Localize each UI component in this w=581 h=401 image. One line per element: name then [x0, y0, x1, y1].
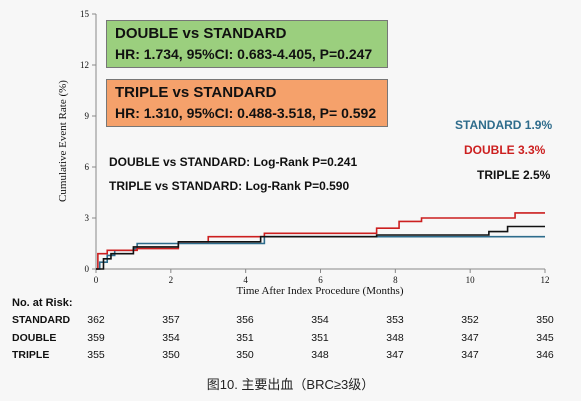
triple-vs-standard-hr-box: TRIPLE vs STANDARD HR: 1.310, 95%CI: 0.4…	[106, 79, 388, 127]
risk-value: 345	[536, 332, 554, 344]
x-tick-label: 4	[243, 275, 248, 285]
x-tick-label: 6	[318, 275, 323, 285]
triple-box-stats: HR: 1.310, 95%CI: 0.488-3.518, P= 0.592	[115, 105, 377, 121]
risk-value: 356	[236, 314, 254, 326]
risk-value: 354	[162, 332, 180, 344]
legend-standard: STANDARD 1.9%	[455, 118, 553, 132]
risk-value: 347	[461, 349, 479, 361]
risk-table-header: No. at Risk:	[12, 297, 73, 309]
risk-value: 348	[386, 332, 404, 344]
risk-value: 351	[236, 332, 254, 344]
logrank-double: DOUBLE vs STANDARD: Log-Rank P=0.241	[109, 155, 358, 169]
risk-value: 351	[311, 332, 329, 344]
x-tick-label: 8	[393, 275, 398, 285]
double-box-stats: HR: 1.734, 95%CI: 0.683-4.405, P=0.247	[115, 46, 373, 62]
legend-triple: TRIPLE 2.5%	[477, 168, 551, 182]
legend-double: DOUBLE 3.3%	[464, 143, 546, 157]
series-line-standard	[96, 235, 545, 270]
risk-value: 359	[87, 332, 105, 344]
x-tick-label: 2	[169, 275, 174, 285]
risk-value: 346	[536, 349, 554, 361]
risk-value: 362	[87, 314, 105, 326]
risk-row-standard: STANDARD 362 357 356 354 353 352 350	[0, 314, 581, 330]
series-line-triple	[96, 225, 545, 270]
risk-value: 347	[386, 349, 404, 361]
risk-value: 357	[162, 314, 180, 326]
series-line-double	[96, 212, 545, 270]
y-tick-label: 12	[80, 60, 89, 70]
double-vs-standard-hr-box: DOUBLE vs STANDARD HR: 1.734, 95%CI: 0.6…	[106, 20, 388, 68]
double-box-title: DOUBLE vs STANDARD	[115, 25, 287, 42]
chart-series	[96, 212, 545, 270]
y-tick-label: 0	[85, 264, 90, 274]
y-tick-label: 6	[85, 162, 90, 172]
risk-value: 350	[236, 349, 254, 361]
logrank-triple: TRIPLE vs STANDARD: Log-Rank P=0.590	[109, 179, 350, 193]
chart-axes: 0 3 6 9 12 15 0 2 4 6 8 10 12	[80, 9, 550, 285]
figure-caption: 图10. 主要出血（BRC≥3级）	[206, 377, 375, 392]
y-axis-label: Cumulative Event Rate (%)	[57, 80, 69, 202]
kaplan-meier-chart: 0 3 6 9 12 15 0 2 4 6 8 10 12 Cumulative Event Rate …	[57, 9, 550, 297]
risk-row-double: DOUBLE 359 354 351 351 348 347 345	[0, 332, 581, 348]
risk-value: 355	[87, 349, 105, 361]
risk-row-label: TRIPLE	[12, 349, 50, 361]
risk-row-label: DOUBLE	[12, 332, 57, 344]
x-axis-label: Time After Index Procedure (Months)	[236, 285, 403, 297]
risk-value: 350	[536, 314, 554, 326]
risk-value: 354	[311, 314, 329, 326]
risk-row-label: STANDARD	[12, 314, 71, 326]
risk-value: 352	[461, 314, 479, 326]
risk-value: 353	[386, 314, 404, 326]
y-tick-label: 15	[80, 9, 90, 19]
risk-row-triple: TRIPLE 355 350 350 348 347 347 346	[0, 349, 581, 365]
risk-value: 350	[162, 349, 180, 361]
x-tick-label: 12	[541, 275, 550, 285]
x-tick-label: 0	[94, 275, 99, 285]
risk-value: 348	[311, 349, 329, 361]
triple-box-title: TRIPLE vs STANDARD	[115, 84, 277, 101]
risk-value: 347	[461, 332, 479, 344]
x-tick-label: 10	[466, 275, 476, 285]
y-tick-label: 3	[85, 213, 90, 223]
y-tick-label: 9	[85, 111, 90, 121]
